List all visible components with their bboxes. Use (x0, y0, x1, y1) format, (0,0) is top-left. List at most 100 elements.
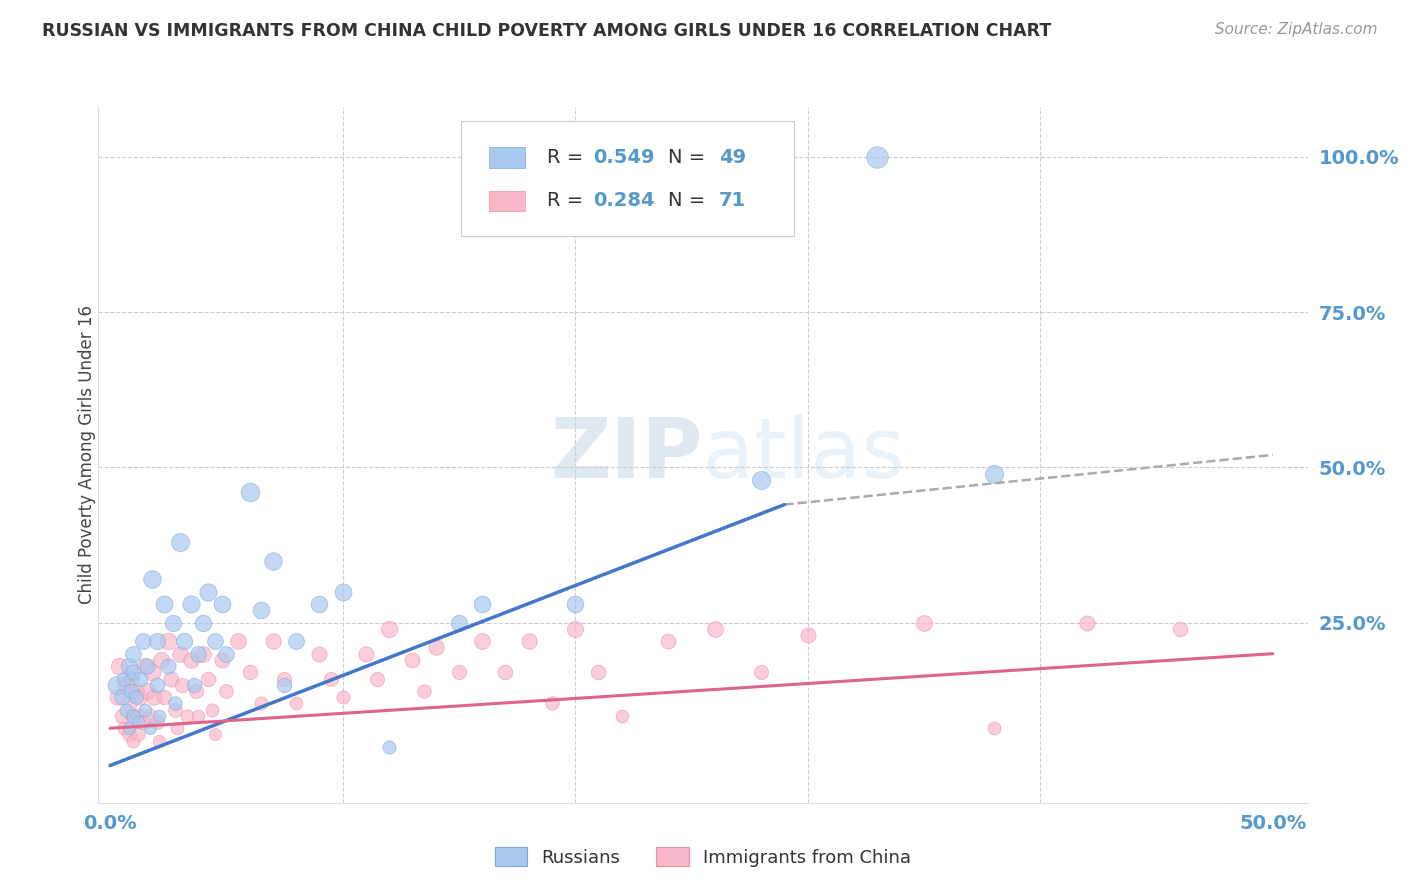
Text: RUSSIAN VS IMMIGRANTS FROM CHINA CHILD POVERTY AMONG GIRLS UNDER 16 CORRELATION : RUSSIAN VS IMMIGRANTS FROM CHINA CHILD P… (42, 22, 1052, 40)
Point (425, 640, 447, 655)
Point (159, 672, 181, 686)
Point (983, 467, 1005, 481)
Point (197, 672, 219, 686)
Point (129, 672, 152, 686)
Point (180, 653, 202, 667)
Point (111, 690, 134, 705)
Point (124, 684, 146, 698)
Point (150, 653, 173, 667)
Text: 0.284: 0.284 (593, 192, 655, 211)
Text: 71: 71 (718, 192, 745, 211)
Text: 0.549: 0.549 (593, 148, 654, 168)
Point (273, 672, 295, 686)
Point (1168, 622, 1191, 636)
Point (131, 634, 153, 648)
Point (115, 678, 138, 692)
Text: R =: R = (547, 148, 589, 168)
Point (332, 584, 354, 599)
Point (122, 708, 145, 723)
Point (169, 647, 191, 661)
Point (308, 647, 330, 661)
Point (250, 603, 273, 617)
Text: N =: N = (668, 192, 711, 211)
Point (239, 485, 262, 500)
Point (118, 721, 141, 735)
Point (112, 672, 135, 686)
Point (108, 659, 131, 673)
Point (471, 634, 494, 648)
Point (180, 597, 202, 611)
Point (471, 597, 494, 611)
Point (138, 708, 160, 723)
Point (105, 690, 128, 705)
Point (169, 534, 191, 549)
Point (749, 665, 772, 680)
Point (157, 634, 180, 648)
Point (145, 678, 167, 692)
Point (201, 703, 224, 717)
Y-axis label: Child Poverty Among Girls Under 16: Child Poverty Among Girls Under 16 (79, 305, 96, 605)
Point (540, 697, 562, 711)
Point (136, 659, 159, 673)
Point (413, 684, 436, 698)
Point (134, 703, 156, 717)
Point (183, 678, 205, 692)
Point (141, 572, 163, 586)
Point (250, 697, 273, 711)
Point (564, 597, 586, 611)
Point (118, 659, 141, 673)
Point (332, 690, 354, 705)
FancyBboxPatch shape (489, 147, 526, 169)
Point (564, 622, 586, 636)
Point (120, 684, 142, 698)
Point (610, 708, 633, 723)
Point (157, 659, 180, 673)
Point (152, 690, 174, 705)
Point (184, 684, 207, 698)
Point (912, 615, 935, 630)
Point (285, 697, 308, 711)
Point (148, 733, 170, 747)
Point (494, 665, 516, 680)
Point (308, 597, 330, 611)
Point (122, 647, 145, 661)
Point (211, 597, 233, 611)
Point (118, 697, 141, 711)
Text: ZIP: ZIP (551, 415, 703, 495)
Text: atlas: atlas (703, 415, 904, 495)
Point (657, 634, 679, 648)
Point (366, 672, 388, 686)
Point (134, 659, 156, 673)
Point (866, 150, 889, 164)
Point (401, 653, 423, 667)
Point (378, 622, 401, 636)
Point (122, 733, 145, 747)
Text: 49: 49 (718, 148, 745, 168)
Point (211, 653, 233, 667)
Point (148, 708, 170, 723)
Legend: Russians, Immigrants from China: Russians, Immigrants from China (488, 840, 918, 874)
Point (197, 584, 219, 599)
Point (145, 714, 167, 729)
Point (129, 690, 152, 705)
Point (143, 690, 166, 705)
FancyBboxPatch shape (461, 121, 793, 235)
Point (447, 615, 470, 630)
Point (204, 727, 226, 741)
Point (131, 714, 153, 729)
FancyBboxPatch shape (489, 191, 526, 211)
Point (215, 647, 238, 661)
Point (115, 703, 138, 717)
Point (138, 721, 160, 735)
Point (176, 708, 198, 723)
Point (166, 721, 188, 735)
Point (122, 708, 145, 723)
Point (162, 615, 184, 630)
Point (447, 665, 470, 680)
Point (191, 615, 214, 630)
Point (796, 628, 818, 642)
Point (239, 665, 262, 680)
Point (588, 665, 610, 680)
Point (215, 684, 238, 698)
Point (120, 672, 142, 686)
